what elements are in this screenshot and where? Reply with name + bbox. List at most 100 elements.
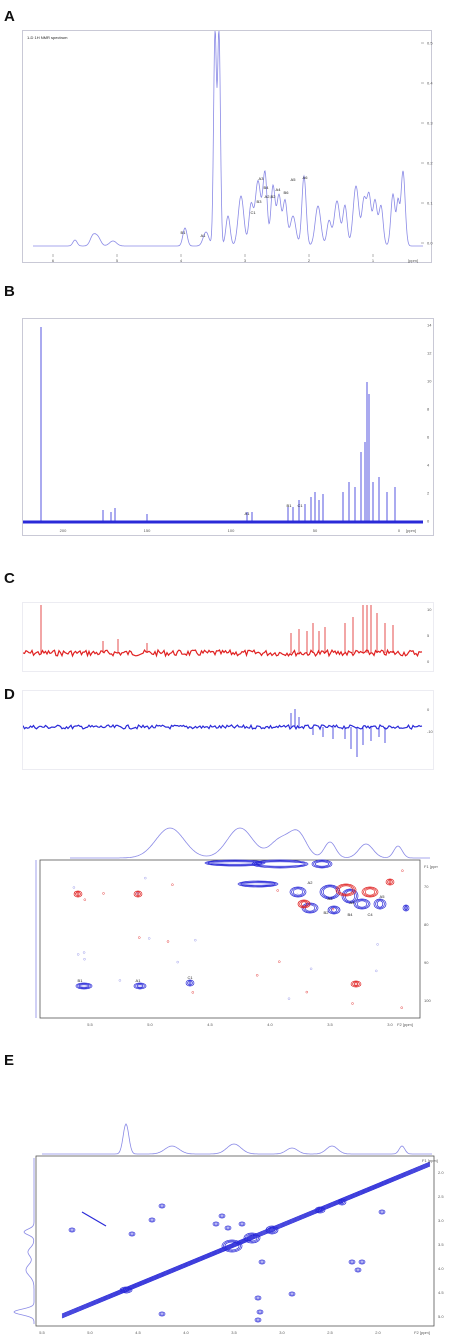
hsqc-noise-dot — [83, 957, 86, 961]
hsqc-cross-peak — [188, 981, 192, 985]
hsqc-cross-peak — [77, 983, 91, 989]
cosy-ylabel: F1 [ppm] — [422, 1158, 438, 1163]
panel-a-xtick-label: 4 — [180, 258, 183, 263]
panel-a-peak-label: A3 — [259, 176, 265, 181]
hsqc-xtick-label: 4.5 — [207, 1022, 213, 1027]
panel-b-ytick-label: 12 — [427, 351, 432, 356]
panel-d-ytick-label: 0 — [427, 707, 430, 712]
hsqc-peak-label: C1 — [187, 975, 193, 980]
cosy-cross-peak — [378, 1209, 386, 1215]
hsqc-peak-label: B4 — [348, 912, 354, 917]
hsqc-cross-peak — [75, 891, 81, 897]
hsqc-noise-dot — [309, 967, 313, 971]
hsqc-noise-dot — [176, 960, 179, 964]
hsqc-xtick-label: 5.0 — [147, 1022, 153, 1027]
hsqc-cross-peak — [363, 887, 377, 897]
hsqc-ytick-label: 90 — [424, 960, 429, 965]
hsqc-noise-dot — [83, 898, 86, 901]
hsqc-cross-peak — [327, 905, 341, 915]
hsqc-noise-dot — [351, 1002, 354, 1005]
cosy-diagonal-peak — [265, 1225, 279, 1235]
panel-c-letter: C — [4, 570, 15, 587]
hsqc-frame — [39, 859, 421, 1019]
cosy-cross-peak — [212, 1221, 220, 1227]
panel-d-frame: 0 -10 — [22, 690, 434, 770]
panel-b-letter: B — [4, 283, 15, 300]
hsqc-projection — [70, 827, 430, 859]
hsqc-noise-dot — [375, 969, 378, 973]
cosy-xtick-label: 3.5 — [231, 1330, 237, 1335]
panel-a-ytick-label: 0.1 — [427, 201, 433, 206]
hsqc-peak-label: B1 — [78, 978, 84, 983]
hsqc-cross-peak — [337, 884, 355, 896]
cosy-diagonal-peak — [224, 1241, 240, 1251]
hsqc-cross-peak — [388, 880, 392, 884]
hsqc-cross-peak — [330, 907, 338, 913]
hsqc-cross-peak — [385, 878, 395, 886]
hsqc-cross-peak — [335, 883, 357, 897]
hsqc-noise-dot — [102, 892, 105, 895]
hsqc-peak-label: C4 — [367, 912, 373, 917]
panel-d-ytick-label: -10 — [427, 729, 434, 734]
hsqc-cross-peak — [133, 982, 147, 990]
hsqc-ylabel: F1 [ppm] — [424, 864, 438, 869]
panel-d-noise — [23, 723, 423, 731]
panel-b-peak-label: B1 — [287, 503, 293, 508]
hsqc-noise-dot — [136, 892, 139, 895]
panel-b-xtick-label: 150 — [144, 528, 151, 533]
hsqc-cross-peak — [364, 888, 376, 896]
hsqc-cross-peak — [187, 980, 193, 986]
cosy-cross-peak-inner — [150, 1218, 154, 1222]
cosy-diagonal — [61, 1161, 431, 1315]
panel-b-ytick-label: 8 — [427, 407, 430, 412]
hsqc-cross-peak — [341, 888, 359, 904]
hsqc-cross-peak — [299, 900, 309, 908]
panel-b-xtick-label: 100 — [228, 528, 235, 533]
hsqc-cross-peak — [75, 982, 93, 990]
hsqc-ytick-label: 70 — [424, 884, 429, 889]
cosy-ytick-label: 2.0 — [438, 1170, 444, 1175]
hsqc-noise-dot — [331, 907, 335, 911]
cosy-cross-peak — [148, 1217, 156, 1223]
panel-b-ytick-label: 4 — [427, 463, 430, 468]
hsqc-peak-label: A4 — [350, 900, 356, 905]
panel-b-ytick-label: 0 — [427, 519, 430, 524]
cosy-diagonal-peak — [337, 1198, 347, 1206]
hsqc-noise-dot — [74, 891, 77, 894]
cosy-cross-peak — [158, 1203, 166, 1209]
hsqc-noise-dot — [191, 991, 195, 994]
panel-b-frame: 14 12 10 8 6 4 2 0 200 150 100 50 0 [ppm] A1 B1 C1 — [22, 318, 434, 536]
cosy-cross-peak-inner — [240, 1222, 244, 1226]
panel-a-peak-label: A2,B2 — [265, 194, 277, 199]
cosy-diagonal-peak — [245, 1233, 259, 1243]
cosy-diagonal-peak — [221, 1239, 243, 1253]
cosy-xtick-label: 5.5 — [39, 1330, 45, 1335]
hsqc-cross-peak — [253, 860, 307, 868]
cosy-cross-peak-inner — [260, 1260, 264, 1264]
panel-a-ytick-label: 0.4 — [427, 81, 433, 86]
hsqc-noise-dot — [287, 997, 291, 1000]
cosy-ytick-label: 3.0 — [438, 1218, 444, 1223]
hsqc-cross-peak — [206, 860, 264, 866]
cosy-cross-peak — [254, 1295, 262, 1301]
hsqc-cross-peak — [136, 984, 144, 988]
hsqc-xtick-label: 3.0 — [387, 1022, 393, 1027]
hsqc-peak-label: A2 — [308, 880, 314, 885]
hsqc-cross-peak — [133, 890, 143, 898]
hsqc-noise-dot — [296, 893, 299, 897]
cosy-cross-peak-inner — [380, 1210, 384, 1214]
hsqc-noise-dot — [166, 940, 170, 943]
cosy-diagonal-peak — [267, 1226, 277, 1234]
cosy-cross-peak-inner — [256, 1318, 260, 1322]
cosy-cross-peak — [68, 1227, 76, 1233]
hsqc-noise-dot — [278, 960, 281, 963]
hsqc-peak-label: A3 — [328, 896, 334, 901]
panel-c-ytick-label: 0 — [427, 659, 430, 664]
panel-a-peak-label: B3 — [257, 199, 263, 204]
hsqc-noise-dot — [147, 937, 151, 940]
cosy-cross-peak — [256, 1309, 264, 1315]
panel-d-letter: D — [4, 686, 15, 703]
cosy-cross-peak-inner — [350, 1260, 354, 1264]
hsqc-cross-peak — [376, 900, 384, 908]
cosy-diagonal-peak — [314, 1206, 326, 1214]
